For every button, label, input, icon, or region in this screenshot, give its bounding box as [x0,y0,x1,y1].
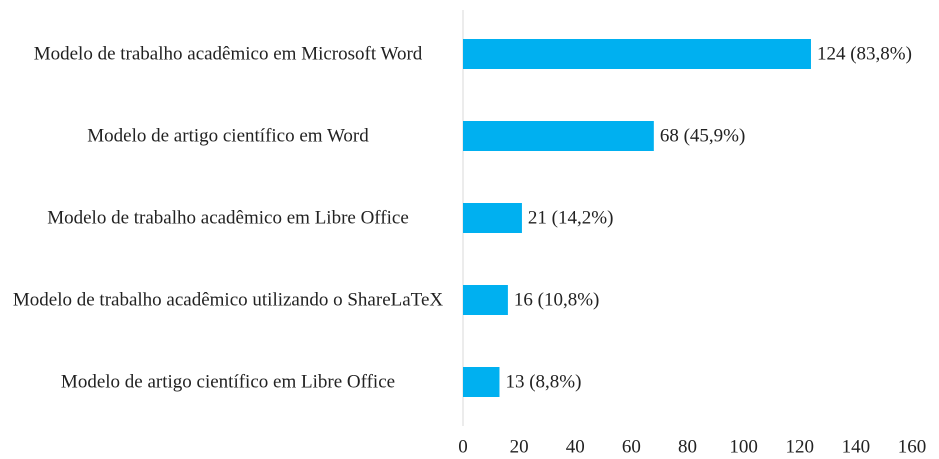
bar [463,121,654,151]
value-label: 16 (10,8%) [514,289,599,310]
x-tick-label: 80 [678,436,697,457]
x-tick-label: 120 [786,436,815,457]
category-label: Modelo de trabalho acadêmico em Microsof… [33,43,423,65]
x-tick-label: 20 [510,436,529,457]
value-label: 21 (14,2%) [528,207,613,228]
x-tick-label: 100 [729,436,758,457]
value-label: 68 (45,9%) [660,125,745,146]
x-tick-label: 0 [458,436,468,457]
bar [463,39,811,69]
category-label: Modelo de artigo científico em Word [87,125,369,147]
value-label: 13 (8,8%) [505,371,581,392]
bar [463,285,508,315]
bar [463,367,500,397]
category-label: Modelo de artigo científico em Libre Off… [60,371,396,393]
x-tick-label: 140 [842,436,871,457]
category-label: Modelo de trabalho acadêmico em Libre Of… [47,207,409,229]
bar [463,203,522,233]
x-tick-label: 40 [566,436,585,457]
x-tick-label: 160 [898,436,927,457]
x-tick-label: 60 [622,436,641,457]
value-label: 124 (83,8%) [817,43,912,64]
category-label: Modelo de trabalho acadêmico utilizando … [12,289,444,311]
